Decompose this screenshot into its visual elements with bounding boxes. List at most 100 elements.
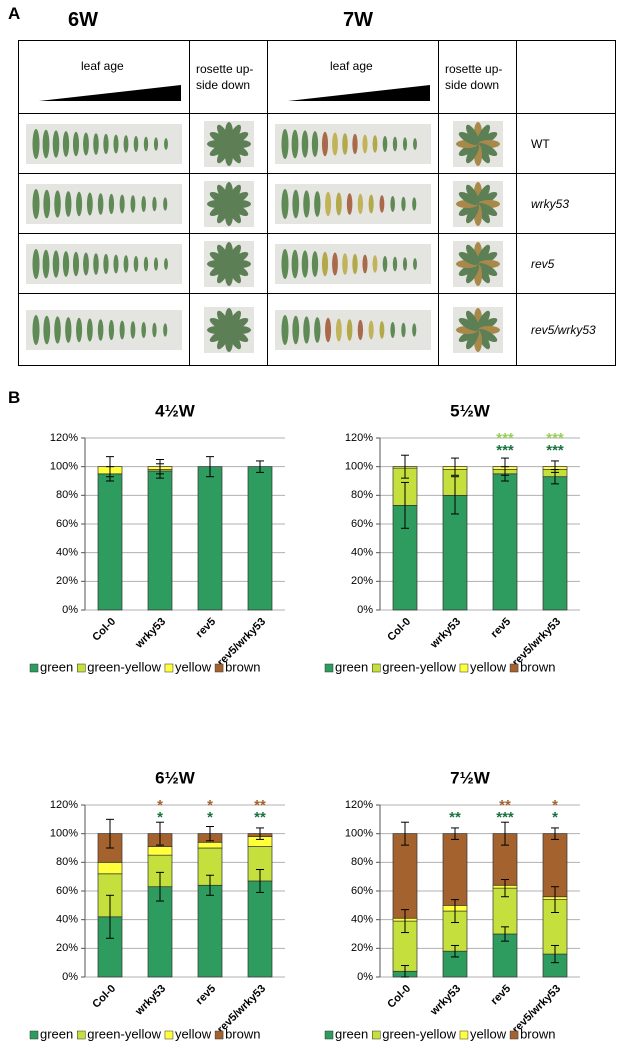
error-bar bbox=[451, 899, 459, 924]
bar-segment bbox=[147, 846, 173, 856]
error-bar bbox=[401, 454, 409, 479]
leaf bbox=[123, 134, 129, 153]
legend-swatch bbox=[372, 663, 381, 673]
leaf bbox=[32, 188, 40, 219]
error-bar bbox=[206, 456, 214, 478]
rosette-photo bbox=[203, 306, 254, 353]
y-tick-label: 20% bbox=[56, 575, 78, 587]
leaf bbox=[97, 192, 104, 215]
leaf bbox=[325, 191, 332, 216]
rosette-photo bbox=[452, 120, 503, 167]
leaf bbox=[152, 196, 157, 211]
leaf bbox=[382, 255, 388, 272]
y-tick-label: 40% bbox=[351, 914, 373, 926]
legend-swatch bbox=[509, 663, 519, 673]
y-tick-label: 120% bbox=[345, 799, 373, 811]
leaf bbox=[32, 128, 40, 159]
significance: * bbox=[552, 797, 558, 814]
col-header: leaf age bbox=[330, 59, 373, 73]
bar-segment bbox=[97, 473, 123, 611]
age-wedge bbox=[39, 85, 181, 101]
leaf bbox=[93, 132, 99, 155]
leaf bbox=[342, 132, 348, 155]
error-bar bbox=[401, 481, 409, 529]
col-header: rosette up-side down bbox=[196, 62, 254, 92]
error-bar bbox=[156, 821, 164, 846]
bar-segment bbox=[247, 466, 273, 611]
legend-swatch bbox=[29, 1030, 39, 1040]
rosette-photo bbox=[203, 120, 254, 167]
age-header: 7W bbox=[343, 9, 373, 31]
leaf bbox=[152, 322, 157, 337]
leaf bbox=[65, 316, 72, 343]
leaf bbox=[368, 320, 374, 339]
table-row: wrky53 bbox=[18, 173, 616, 234]
leaf-photo bbox=[26, 123, 182, 164]
y-tick-label: 0% bbox=[62, 971, 78, 983]
y-tick-label: 100% bbox=[50, 461, 78, 473]
leaf bbox=[133, 135, 139, 152]
leaf bbox=[413, 257, 417, 270]
leaf bbox=[291, 129, 299, 158]
x-tick-label: rev5 bbox=[194, 616, 218, 640]
leaf bbox=[76, 317, 83, 342]
leaf bbox=[292, 315, 300, 344]
significance: *** bbox=[496, 442, 514, 459]
significance: ** bbox=[254, 797, 266, 814]
significance: *** bbox=[496, 809, 514, 826]
cell bbox=[267, 113, 439, 174]
cell bbox=[18, 293, 190, 366]
age-header: 6W bbox=[68, 9, 98, 31]
leaf bbox=[62, 130, 70, 157]
leaf bbox=[103, 253, 109, 274]
cell bbox=[189, 113, 268, 174]
cell bbox=[267, 293, 439, 366]
bar-segment bbox=[442, 833, 468, 906]
leaf bbox=[42, 129, 50, 158]
leaf bbox=[379, 194, 385, 213]
cell bbox=[18, 113, 190, 174]
leaf bbox=[346, 192, 353, 215]
error-bar bbox=[106, 456, 114, 478]
legend-label: brown bbox=[225, 1026, 260, 1041]
legend-label: green-yellow bbox=[382, 659, 456, 674]
leaf bbox=[303, 189, 310, 218]
legend-label: green-yellow bbox=[87, 659, 161, 674]
leaf bbox=[52, 249, 60, 278]
legend-label: yellow bbox=[470, 1026, 507, 1041]
y-tick-label: 120% bbox=[345, 432, 373, 444]
y-tick-label: 20% bbox=[351, 942, 373, 954]
leaf-photo bbox=[275, 243, 431, 284]
y-tick-label: 20% bbox=[351, 575, 373, 587]
leaf bbox=[119, 194, 125, 213]
rosette-photo bbox=[452, 180, 503, 227]
leaf-photo bbox=[26, 309, 182, 350]
error-bar bbox=[551, 944, 559, 964]
x-tick-label: wrky53 bbox=[133, 983, 169, 1019]
bar-segment bbox=[197, 841, 223, 849]
leaf bbox=[412, 322, 417, 337]
error-bar bbox=[156, 459, 164, 475]
leaf bbox=[352, 253, 358, 274]
leaf bbox=[72, 131, 80, 156]
leaf bbox=[379, 320, 385, 339]
bar-segment bbox=[147, 886, 173, 978]
error-bar bbox=[256, 869, 264, 893]
x-tick-label: Col-0 bbox=[385, 983, 413, 1011]
leaf bbox=[216, 244, 230, 264]
leaf bbox=[291, 249, 299, 278]
legend-swatch bbox=[459, 1030, 469, 1040]
leaf bbox=[390, 195, 395, 212]
legend-swatch bbox=[164, 663, 174, 673]
leaf bbox=[216, 310, 230, 330]
chart-title: 5½W bbox=[450, 401, 491, 420]
significance: * bbox=[157, 809, 163, 826]
legend-swatch bbox=[372, 1030, 381, 1040]
leaf bbox=[335, 318, 342, 341]
legend-label: green bbox=[335, 1026, 368, 1041]
leaf bbox=[401, 196, 406, 211]
leaf bbox=[321, 251, 329, 276]
rosette-photo bbox=[203, 240, 254, 287]
leaf bbox=[346, 318, 353, 341]
legend-label: brown bbox=[225, 659, 260, 674]
